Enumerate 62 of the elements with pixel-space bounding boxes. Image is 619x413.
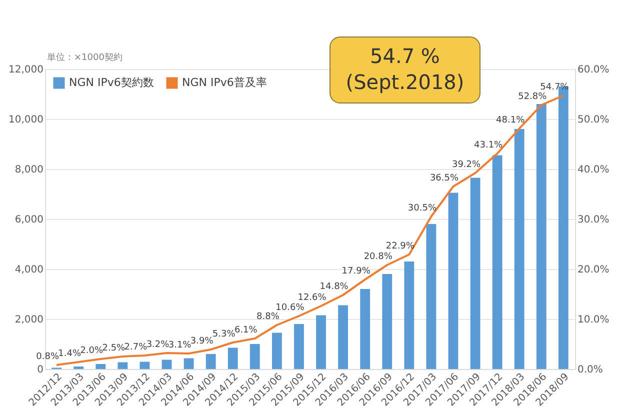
y-tick-label: 10,000 (8, 114, 44, 126)
data-label: 17.9% (342, 266, 371, 276)
data-label: 39.2% (452, 160, 482, 170)
bar (118, 362, 128, 369)
y2-tick-label: 20.0% (578, 264, 610, 276)
data-label: 6.1% (234, 326, 258, 336)
data-label: 54.7% (540, 82, 570, 92)
bar (382, 274, 392, 369)
y-tick-label: 4,000 (14, 264, 44, 276)
data-label: 10.6% (276, 303, 305, 313)
y-tick-label: 0 (37, 364, 44, 376)
y2-tick-label: 60.0% (578, 64, 610, 76)
bar (448, 192, 458, 369)
data-label: 30.5% (408, 204, 437, 214)
data-label: 2.0% (80, 346, 104, 356)
legend-label: NGN IPv6契約数 (69, 76, 154, 89)
text: 単位：×1000契約 (47, 52, 122, 63)
data-label: 52.8% (518, 92, 548, 102)
y-tick-label: 8,000 (14, 164, 44, 176)
bar (338, 305, 348, 369)
bar (492, 155, 502, 369)
legend-label: NGN IPv6普及率 (182, 76, 267, 89)
bar (162, 360, 172, 369)
bar (536, 104, 546, 369)
data-label: 0.8% (36, 352, 60, 362)
bar (184, 358, 194, 369)
bar (404, 262, 414, 369)
bar (250, 344, 260, 369)
data-label: 8.8% (256, 312, 280, 322)
annotation: 54.7 % (Sept.2018) (346, 44, 464, 94)
bar (360, 289, 370, 369)
bar (294, 324, 304, 369)
y-tick-label: 12,000 (8, 64, 44, 76)
bar (272, 332, 282, 369)
data-label: 14.8% (320, 282, 349, 292)
bar (470, 178, 480, 369)
bar (426, 224, 436, 369)
bar (206, 354, 216, 369)
data-label: 36.5% (430, 174, 459, 184)
y2-tick-label: 50.0% (578, 114, 610, 126)
data-label: 48.1% (496, 116, 526, 126)
data-label: 3.1% (168, 340, 192, 350)
y-tick-label: 6,000 (14, 214, 44, 226)
data-label: 43.1% (474, 140, 504, 150)
y2-tick-label: 40.0% (578, 164, 610, 176)
data-label: 3.2% (146, 340, 170, 350)
data-label: 2.7% (124, 342, 148, 352)
bar (228, 348, 238, 369)
data-label: 12.6% (298, 293, 327, 303)
data-label: 2.5% (102, 344, 126, 354)
y2-tick-label: 30.0% (578, 214, 610, 226)
bar (316, 315, 326, 369)
y2-tick-label: 0.0% (578, 364, 603, 376)
data-label: 1.4% (58, 349, 82, 359)
y2-tick-label: 10.0% (578, 314, 610, 326)
bar (140, 362, 150, 369)
data-label: 5.3% (212, 330, 236, 340)
y-tick-label: 2,000 (14, 314, 44, 326)
data-label: 20.8% (364, 252, 393, 262)
data-label: 3.9% (190, 336, 214, 346)
bar (96, 364, 106, 369)
bar (514, 129, 524, 369)
